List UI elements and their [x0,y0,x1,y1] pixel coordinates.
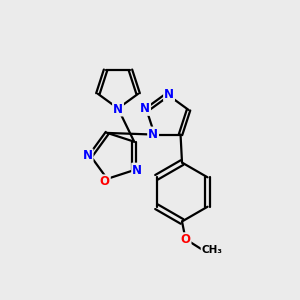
Text: O: O [100,175,110,188]
Text: O: O [181,233,190,246]
Text: N: N [140,102,150,115]
Text: N: N [113,103,123,116]
Text: N: N [148,128,158,140]
Text: N: N [132,164,142,177]
Text: N: N [82,149,93,162]
Text: CH₃: CH₃ [202,245,223,255]
Text: N: N [164,88,174,100]
